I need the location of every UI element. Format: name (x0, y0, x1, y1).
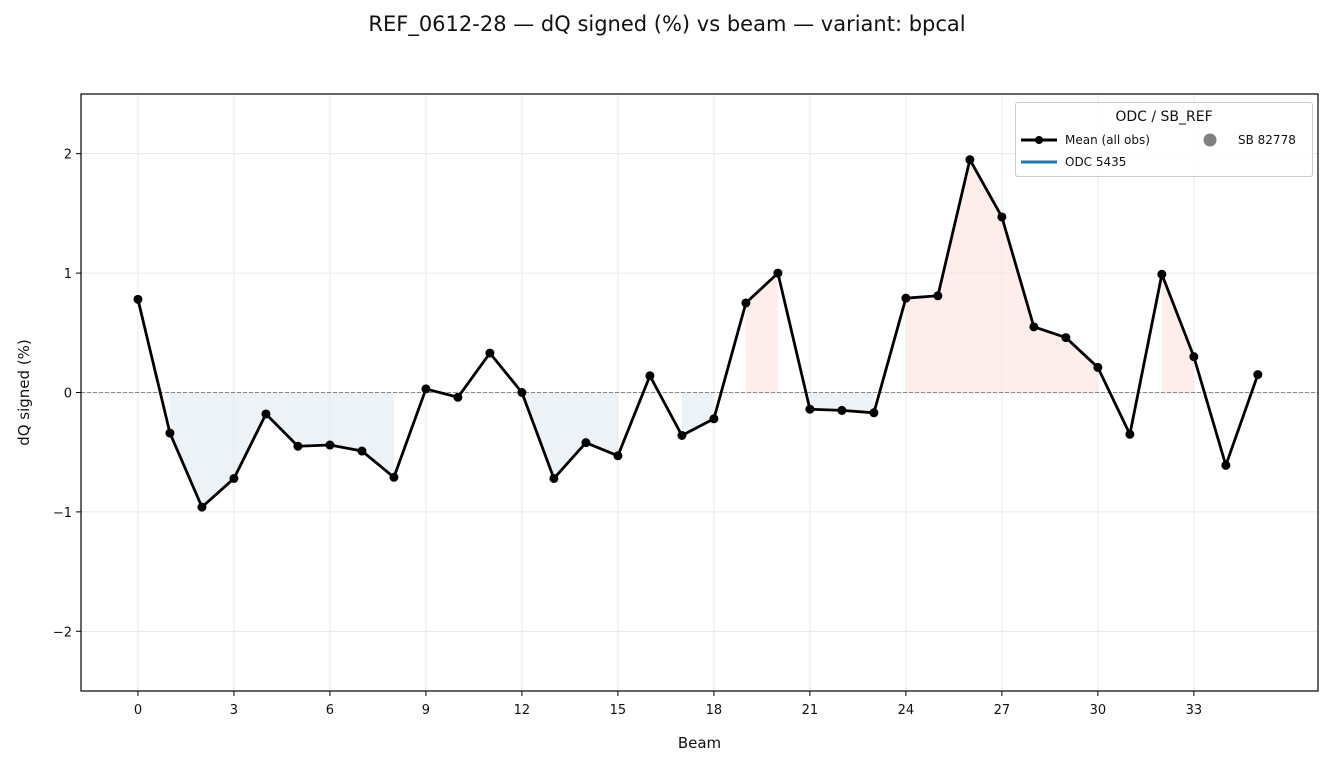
data-point (549, 473, 559, 483)
x-tick-label: 6 (326, 703, 334, 718)
data-point (677, 430, 687, 440)
data-point (165, 428, 175, 438)
x-tick-label: 33 (1186, 703, 1203, 718)
y-tick-label: 1 (64, 267, 72, 282)
series-line-mean (136, 158, 1260, 509)
data-point (581, 438, 591, 448)
data-point (869, 408, 879, 418)
legend-item-odc: ODC 5435 (1021, 155, 1126, 169)
data-point (837, 405, 847, 415)
data-point (1189, 352, 1199, 362)
legend-label: SB 82778 (1238, 133, 1296, 147)
y-tick-label: 0 (64, 387, 72, 402)
data-point (485, 348, 495, 358)
data-point (901, 293, 911, 303)
data-point (773, 268, 783, 278)
data-point (965, 155, 975, 165)
positive-fill-region (905, 159, 1098, 393)
positive-fill-region (1161, 274, 1194, 393)
x-tick-label: 30 (1090, 703, 1107, 718)
x-tick-label: 18 (706, 703, 723, 718)
x-tick-label: 27 (994, 703, 1011, 718)
positive-fill-region (745, 273, 778, 393)
data-point (645, 371, 655, 381)
negative-fill-region (809, 392, 874, 413)
data-point (1253, 370, 1263, 380)
data-point (517, 388, 527, 397)
legend-title: ODC / SB_REF (1115, 109, 1213, 125)
data-point (1093, 362, 1103, 372)
y-axis-label: dQ signed (%) (15, 339, 33, 446)
legend-line-marker-icon (1021, 136, 1057, 144)
legend-item-mean: Mean (all obs) (1021, 133, 1150, 147)
legend-label: Mean (all obs) (1065, 133, 1150, 147)
data-point (229, 473, 239, 483)
y-tick-label: −2 (53, 625, 72, 640)
legend-item-sb: SB 82778 (1202, 133, 1296, 147)
y-tick-label: −1 (53, 506, 72, 521)
data-point (997, 212, 1007, 222)
data-point (1157, 269, 1167, 279)
data-point (613, 451, 623, 461)
x-tick-label: 0 (134, 703, 142, 718)
x-tick-label: 3 (230, 703, 238, 718)
data-point (1029, 322, 1039, 332)
legend-label: ODC 5435 (1065, 155, 1127, 169)
data-point (389, 472, 399, 482)
data-point (453, 392, 463, 402)
x-tick-label: 21 (802, 703, 819, 718)
data-point (197, 502, 207, 512)
data-point (421, 384, 431, 394)
negative-fill-region (681, 392, 714, 436)
x-tick-label: 15 (610, 703, 627, 718)
data-point (933, 291, 943, 301)
legend-dot-icon (1203, 133, 1217, 147)
data-point (133, 294, 143, 304)
data-point (805, 404, 815, 414)
data-point (293, 441, 303, 451)
data-point (261, 409, 271, 419)
data-point (1061, 333, 1071, 343)
negative-fill-region (521, 392, 618, 479)
data-point (357, 446, 367, 456)
chart-title: REF_0612-28 — dQ signed (%) vs beam — va… (368, 12, 966, 36)
x-tick-label: 24 (898, 703, 915, 718)
legend-line-icon (1021, 160, 1057, 164)
x-axis-label: Beam (678, 734, 721, 752)
x-tick-label: 9 (422, 703, 430, 718)
y-tick-label: 2 (64, 148, 72, 163)
x-tick-label: 12 (514, 703, 531, 718)
data-point (709, 414, 719, 424)
legend: ODC / SB_REF Mean (all obs) ODC 5435 SB … (1015, 102, 1313, 177)
negative-fill-region (169, 392, 394, 508)
data-point (1221, 460, 1231, 470)
data-point (1125, 429, 1135, 439)
data-point (741, 298, 751, 308)
data-point (325, 440, 335, 450)
